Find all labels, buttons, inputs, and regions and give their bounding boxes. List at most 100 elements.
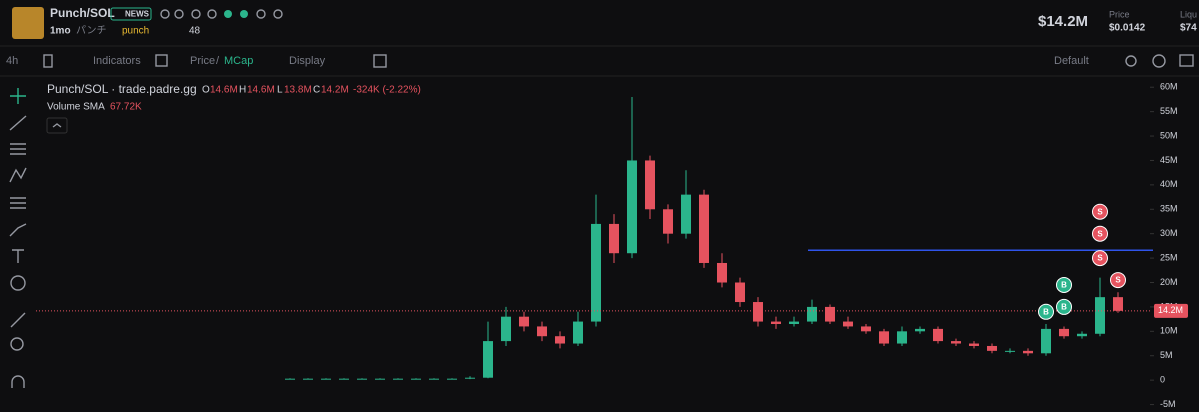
icon[interactable]	[160, 9, 170, 19]
legend-change: -324K (-2.22%)	[353, 85, 421, 96]
y-tick-label: 10M	[1160, 326, 1178, 336]
y-tick-label: 60M	[1160, 82, 1178, 92]
chevron	[52, 123, 62, 128]
candle-body	[1095, 297, 1105, 334]
candle-body	[645, 160, 655, 210]
token-avatar	[12, 7, 44, 39]
price: $0.0142	[1109, 23, 1146, 34]
jp-name: パンチ	[76, 25, 107, 37]
mcap-toggle[interactable]: MCap	[224, 55, 253, 67]
tool[interactable]	[10, 275, 26, 291]
candle-body	[663, 209, 673, 234]
ticker[interactable]: punch	[122, 26, 149, 37]
candle-body	[393, 378, 403, 380]
candle-body	[465, 377, 475, 379]
candle-body	[357, 378, 367, 380]
trade-marker-label: S	[1097, 254, 1103, 263]
indicators[interactable]: Indicators	[93, 55, 141, 67]
tool[interactable]	[12, 249, 24, 263]
candle-body	[555, 336, 565, 344]
legend-l-value: 13.8M	[284, 85, 312, 96]
liquidity-label: Liqu	[1180, 9, 1197, 19]
display[interactable]: Display	[289, 55, 326, 67]
legend-o: O	[202, 85, 210, 96]
tool[interactable]	[11, 375, 25, 388]
icon[interactable]	[174, 9, 184, 19]
candle-body	[789, 321, 799, 325]
tool[interactable]	[10, 337, 24, 351]
interval[interactable]: 4h	[6, 55, 18, 67]
candle-body	[735, 282, 745, 303]
candle-body	[627, 160, 637, 254]
trade-marker-label: B	[1061, 281, 1067, 290]
tool[interactable]	[9, 223, 27, 237]
legend-l: L	[277, 85, 283, 96]
candle-body	[1059, 328, 1069, 337]
price-toggle[interactable]: Price	[190, 55, 215, 67]
icon[interactable]	[273, 9, 283, 19]
layout[interactable]: Default	[1054, 55, 1089, 67]
y-tick-label: 45M	[1160, 155, 1178, 165]
candle-body	[951, 341, 961, 344]
icon[interactable]	[207, 9, 217, 19]
icon[interactable]	[240, 10, 248, 18]
legend-h-value: 14.6M	[247, 85, 275, 96]
trade-marker	[1092, 203, 1108, 220]
candle-body	[429, 378, 439, 380]
last-price-tag	[1154, 303, 1188, 318]
collapse-button[interactable]	[46, 117, 68, 134]
candle-body	[717, 262, 727, 283]
candle-body	[483, 341, 493, 378]
candle-body	[1077, 333, 1087, 337]
trade-marker	[1092, 250, 1108, 267]
tool[interactable]	[10, 143, 26, 155]
candle-body	[861, 326, 871, 332]
candle-body	[825, 306, 835, 322]
icon[interactable]	[43, 54, 53, 68]
candle-body	[285, 378, 295, 380]
candle-body	[411, 378, 421, 380]
candle-body	[807, 306, 817, 322]
tool[interactable]	[10, 312, 26, 328]
icon[interactable]	[155, 54, 168, 67]
icon[interactable]	[1152, 54, 1166, 68]
icon[interactable]	[256, 9, 266, 19]
candle-body	[969, 343, 979, 346]
legend-c-value: 14.2M	[321, 85, 349, 96]
legend-o-value: 14.6M	[210, 85, 238, 96]
market-cap: $14.2M	[1038, 13, 1088, 30]
candle-body	[915, 328, 925, 332]
candle-body	[879, 331, 889, 344]
candle-body	[339, 378, 349, 380]
tool[interactable]	[10, 197, 26, 209]
candle-body	[501, 316, 511, 342]
y-tick-label: 20M	[1160, 277, 1178, 287]
volume-value: 67.72K	[110, 102, 142, 113]
tool[interactable]	[9, 115, 27, 131]
tool[interactable]	[9, 167, 27, 183]
icon[interactable]	[191, 9, 201, 19]
y-tick-label: 5M	[1160, 350, 1173, 360]
icon[interactable]	[1125, 55, 1137, 67]
tool[interactable]	[10, 88, 26, 104]
y-tick-label: 30M	[1160, 228, 1178, 238]
price-label: Price	[1109, 9, 1130, 19]
candle-body	[771, 321, 781, 325]
legend-h: H	[239, 85, 246, 96]
candle-body	[1023, 350, 1033, 354]
y-tick-label: 0	[1160, 375, 1165, 385]
icon[interactable]	[1179, 54, 1194, 67]
y-tick-label: -5M	[1160, 399, 1176, 407]
legend-c: C	[313, 85, 320, 96]
trade-marker-label: B	[1043, 307, 1049, 316]
icon[interactable]	[224, 10, 232, 18]
candle-body	[1005, 350, 1015, 352]
icon[interactable]	[373, 54, 387, 68]
y-tick-label: 50M	[1160, 130, 1178, 140]
candle-body	[1113, 297, 1123, 311]
trade-marker	[1056, 276, 1072, 293]
last-price-label: 14.2M	[1158, 305, 1183, 315]
news-badge[interactable]	[110, 7, 152, 21]
